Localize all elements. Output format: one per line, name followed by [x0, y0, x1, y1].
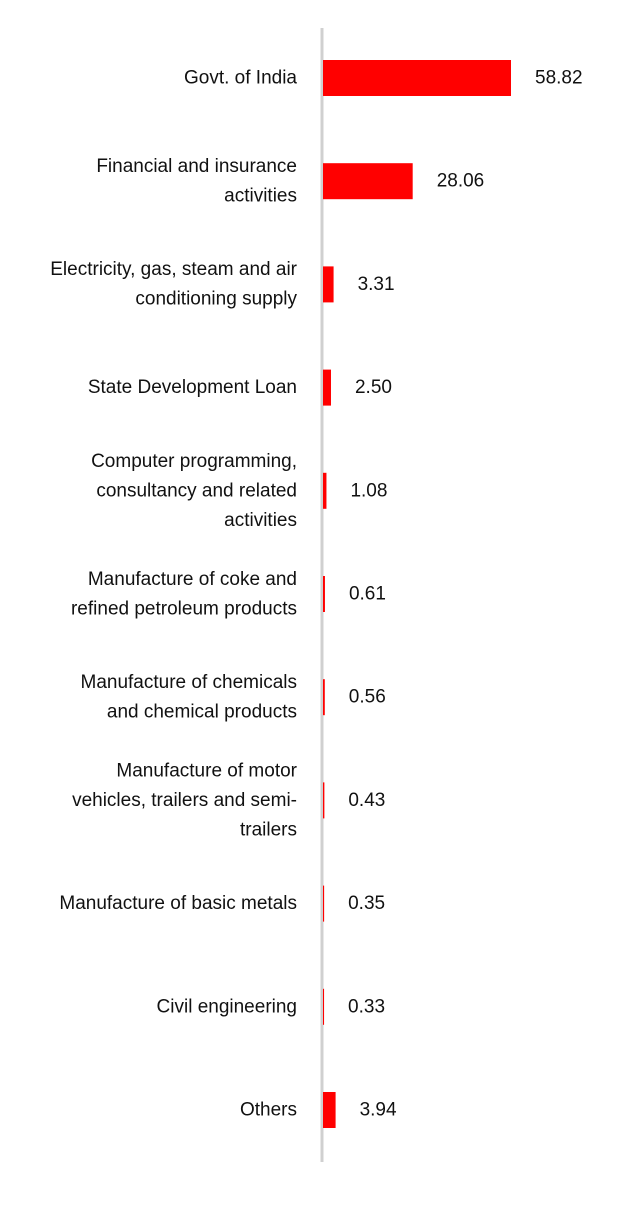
value-label-10: 0.33: [348, 996, 385, 1017]
category-label-9: Manufacture of basic metals: [59, 893, 297, 914]
category-label-line: activities: [224, 185, 297, 206]
category-labels-group: Govt. of India Financial and insurance act…: [50, 68, 297, 1121]
bar-9: [323, 885, 325, 922]
value-label-1: 58.82: [535, 68, 583, 89]
category-label-11: Others: [240, 1100, 297, 1121]
value-label-4: 2.50: [355, 377, 392, 398]
value-label-2: 28.06: [437, 171, 485, 192]
value-labels-group: 58.82 28.06 3.31 2.50 1.08 0.61 0.56 0.43 0.35 0.…: [348, 68, 582, 1121]
category-label-line: State Development Loan: [88, 377, 297, 398]
category-label-line: Civil engineering: [157, 996, 297, 1017]
bar-1: [323, 60, 511, 96]
category-label-line: conditioning supply: [135, 289, 297, 310]
category-label-line: and chemical products: [107, 701, 297, 722]
category-label-line: consultancy and related: [96, 480, 297, 501]
category-label-line: Financial and insurance: [96, 156, 297, 177]
category-label-line: Computer programming,: [91, 451, 297, 472]
category-label-7: Manufacture of chemicals and chemical pro…: [81, 672, 298, 723]
category-label-line: Others: [240, 1100, 297, 1121]
category-label-1: Govt. of India: [184, 68, 297, 89]
bar-8: [323, 782, 325, 819]
bar-11: [323, 1092, 336, 1128]
bar-10: [323, 988, 325, 1025]
category-label-3: Electricity, gas, steam and air condition…: [50, 259, 297, 310]
bars-group: [323, 60, 511, 1128]
category-label-line: Manufacture of basic metals: [59, 893, 297, 914]
category-label-8: Manufacture of motor vehicles, trailers a…: [72, 760, 298, 840]
bar-2: [323, 163, 413, 200]
value-label-3: 3.31: [358, 274, 395, 295]
category-label-line: Manufacture of motor: [116, 760, 297, 781]
bar-7: [323, 679, 325, 716]
category-label-line: Manufacture of chemicals: [81, 672, 298, 693]
category-label-line: refined petroleum products: [71, 598, 297, 619]
category-label-2: Financial and insurance activities: [96, 156, 297, 207]
bar-3: [323, 266, 334, 303]
value-label-9: 0.35: [348, 893, 385, 914]
category-label-line: Electricity, gas, steam and air: [50, 259, 297, 280]
category-label-line: Manufacture of coke and: [88, 569, 297, 590]
value-label-7: 0.56: [349, 687, 386, 708]
bar-4: [323, 369, 331, 406]
category-label-10: Civil engineering: [157, 996, 297, 1017]
category-label-line: trailers: [240, 819, 297, 840]
category-label-line: activities: [224, 510, 297, 531]
bar-6: [323, 576, 325, 612]
category-label-5: Computer programming, consultancy and rel…: [91, 451, 297, 531]
category-label-4: State Development Loan: [88, 377, 297, 398]
category-label-line: Govt. of India: [184, 68, 297, 89]
bar-5: [323, 472, 327, 509]
value-label-6: 0.61: [349, 584, 386, 605]
value-label-5: 1.08: [350, 480, 387, 501]
category-label-6: Manufacture of coke and refined petroleum…: [71, 569, 297, 620]
value-label-8: 0.43: [348, 790, 385, 811]
category-label-line: vehicles, trailers and semi-: [72, 790, 297, 811]
value-label-11: 3.94: [360, 1100, 397, 1121]
